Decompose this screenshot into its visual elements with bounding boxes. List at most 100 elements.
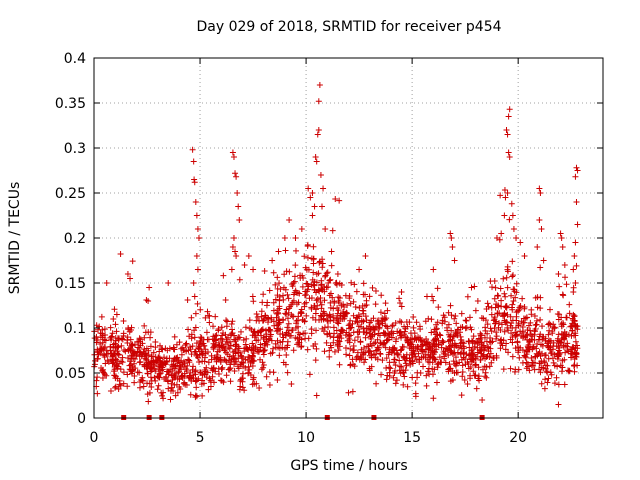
data-point xyxy=(338,302,345,309)
data-point xyxy=(477,330,484,337)
data-point xyxy=(528,354,535,361)
data-point xyxy=(441,318,448,325)
data-point xyxy=(306,295,313,302)
data-point xyxy=(336,361,343,368)
data-point xyxy=(525,346,532,353)
data-point xyxy=(324,283,331,290)
data-point xyxy=(298,343,305,350)
data-point xyxy=(171,333,178,340)
data-point xyxy=(160,395,167,402)
data-point xyxy=(435,341,442,348)
data-point xyxy=(507,365,514,372)
data-point xyxy=(572,280,579,286)
data-point xyxy=(429,293,436,300)
data-point xyxy=(259,359,266,366)
data-point xyxy=(484,353,491,360)
data-point xyxy=(343,309,350,316)
data-point xyxy=(498,321,505,328)
data-point xyxy=(571,253,578,259)
data-point xyxy=(526,367,533,374)
data-point xyxy=(215,326,222,333)
data-point xyxy=(330,324,337,331)
data-point xyxy=(207,383,214,390)
data-point xyxy=(305,283,312,290)
data-point xyxy=(565,368,572,375)
data-point xyxy=(176,368,183,375)
data-point xyxy=(558,368,565,375)
data-point xyxy=(270,269,277,276)
data-point xyxy=(350,361,357,368)
data-point xyxy=(199,350,206,357)
data-point xyxy=(231,361,238,368)
data-point xyxy=(540,257,547,264)
data-point xyxy=(523,331,530,338)
data-point xyxy=(480,366,487,373)
data-point xyxy=(572,322,579,329)
data-point xyxy=(483,374,490,381)
data-point xyxy=(419,338,426,345)
data-point xyxy=(202,314,209,321)
data-point xyxy=(274,377,281,384)
data-point xyxy=(452,313,459,320)
data-point xyxy=(260,362,267,369)
data-point xyxy=(493,329,500,336)
data-point xyxy=(452,354,459,361)
data-point xyxy=(481,334,488,341)
data-point xyxy=(131,360,138,367)
data-point xyxy=(537,294,544,301)
data-point xyxy=(431,355,438,362)
data-point xyxy=(412,344,419,351)
data-point xyxy=(373,380,380,387)
data-point xyxy=(500,275,507,282)
data-point xyxy=(538,226,545,232)
data-point xyxy=(536,185,543,192)
data-point xyxy=(209,373,216,380)
data-point xyxy=(356,313,363,320)
data-point xyxy=(468,347,475,354)
data-point xyxy=(137,342,144,349)
data-point xyxy=(190,280,197,286)
data-point xyxy=(528,362,535,369)
data-point xyxy=(453,360,460,367)
data-point xyxy=(102,360,109,367)
data-point xyxy=(360,291,367,298)
data-point xyxy=(527,331,534,338)
data-point xyxy=(571,368,578,375)
data-point xyxy=(533,345,540,352)
data-point xyxy=(459,369,466,375)
data-point xyxy=(283,352,290,359)
data-point xyxy=(300,330,307,337)
data-point xyxy=(347,317,354,324)
data-point xyxy=(134,369,141,376)
data-point xyxy=(515,366,522,373)
data-point xyxy=(534,341,541,348)
data-point xyxy=(249,293,256,300)
data-point xyxy=(490,317,497,324)
data-point xyxy=(550,321,557,328)
data-point xyxy=(189,343,196,350)
data-point xyxy=(348,324,355,331)
data-point xyxy=(445,321,452,328)
data-point xyxy=(434,285,441,292)
data-point xyxy=(423,293,430,300)
data-point xyxy=(327,342,334,349)
data-point xyxy=(318,305,325,312)
data-point xyxy=(201,367,208,374)
data-point xyxy=(467,375,474,382)
data-point xyxy=(274,309,281,316)
data-point xyxy=(119,354,126,361)
data-point xyxy=(276,280,283,287)
data-point xyxy=(218,343,225,350)
data-point xyxy=(282,247,289,254)
data-point xyxy=(510,272,517,279)
data-point xyxy=(453,320,460,327)
data-point xyxy=(99,339,106,346)
data-point xyxy=(473,353,480,360)
data-point xyxy=(246,366,253,373)
data-point xyxy=(196,359,203,365)
data-point xyxy=(220,344,227,351)
data-point xyxy=(109,330,116,337)
data-point xyxy=(284,291,291,298)
data-point xyxy=(347,345,354,352)
data-point xyxy=(321,348,328,355)
